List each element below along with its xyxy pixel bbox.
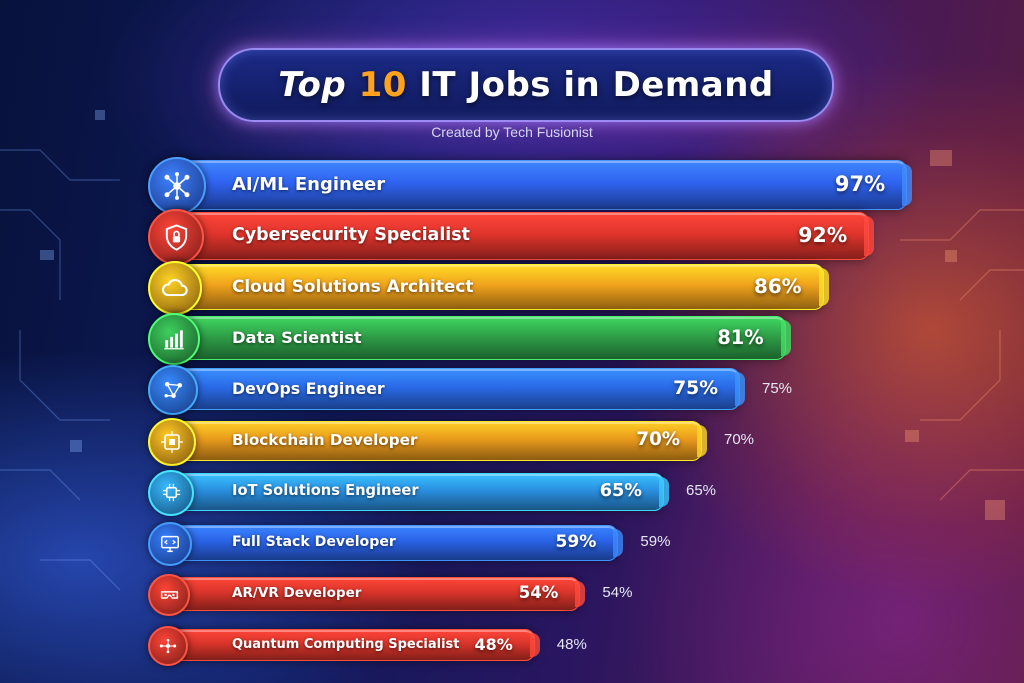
value-label: 75%: [673, 377, 718, 399]
title-suffix: IT Jobs in Demand: [419, 65, 774, 105]
category-label: Quantum Computing Specialist: [232, 636, 460, 652]
chart-subtitle: Created by Tech Fusionist: [431, 124, 593, 140]
value-label: 59%: [555, 531, 597, 552]
bar-cap: [575, 580, 586, 607]
category-label: Blockchain Developer: [232, 430, 418, 449]
bar-cap: [735, 372, 745, 407]
network-nodes-icon: [148, 365, 198, 416]
bar-row: Blockchain Developer 70% 70%: [138, 417, 870, 466]
monitor-code-icon: [148, 521, 192, 566]
category-label: Cybersecurity Specialist: [232, 225, 470, 246]
bar-cap: [818, 268, 829, 307]
bar-cap: [613, 528, 624, 557]
outside-value-label: 65%: [686, 482, 717, 500]
value-label: 92%: [798, 223, 848, 248]
bar-cap: [697, 424, 707, 457]
bar-cap: [780, 320, 791, 357]
category-label: AR/VR Developer: [232, 584, 362, 601]
category-label: IoT Solutions Engineer: [232, 482, 419, 500]
quantum-molecule-icon: [148, 626, 188, 666]
bar-row: Quantum Computing Specialist 48% 48%: [138, 626, 703, 666]
bar-row: AI/ML Engineer 97%: [138, 157, 1024, 215]
title-banner: Top 10 IT Jobs in Demand: [218, 48, 834, 122]
bar-row: Full Stack Developer 59% 59%: [138, 521, 786, 566]
bar: [168, 472, 669, 511]
bar-row: DevOps Engineer 75% 75%: [138, 365, 908, 416]
bar: [168, 160, 913, 210]
value-label: 86%: [754, 274, 802, 298]
bar-chart-icon: [148, 313, 200, 366]
bar-cap: [659, 476, 669, 507]
title-number: 10: [358, 65, 407, 105]
bar-row: Data Scientist 81%: [138, 313, 954, 366]
bar: [168, 629, 540, 661]
category-label: Cloud Solutions Architect: [232, 276, 474, 297]
bar-cap: [902, 164, 913, 206]
outside-value-label: 54%: [602, 584, 633, 602]
category-label: Full Stack Developer: [232, 533, 396, 550]
bar: [168, 212, 875, 261]
value-label: 70%: [636, 429, 680, 451]
bar-row: Cloud Solutions Architect 86%: [138, 261, 992, 316]
outside-value-label: 70%: [724, 431, 755, 449]
bar-row: AR/VR Developer 54% 54%: [138, 573, 748, 616]
category-label: Data Scientist: [232, 327, 362, 347]
bar-cap: [529, 633, 540, 657]
blockchain-block-icon: [148, 417, 196, 466]
shield-lock-icon: [148, 209, 204, 266]
bar: [168, 264, 829, 311]
value-label: 54%: [518, 583, 559, 603]
bar: [168, 576, 586, 611]
cloud-icon: [148, 261, 202, 316]
neural-network-icon: [148, 157, 206, 215]
bar-row: IoT Solutions Engineer 65% 65%: [138, 469, 832, 516]
bar: [168, 316, 791, 361]
category-label: AI/ML Engineer: [232, 173, 386, 195]
title-prefix: Top: [278, 65, 347, 105]
value-label: 81%: [717, 325, 764, 349]
bar: [168, 368, 745, 411]
bar-cap: [864, 216, 875, 257]
value-label: 97%: [834, 172, 886, 196]
bar: [168, 420, 707, 461]
bar: [168, 524, 624, 561]
chart-title: Top 10 IT Jobs in Demand: [278, 65, 774, 105]
value-label: 65%: [599, 480, 642, 501]
outside-value-label: 75%: [762, 379, 793, 397]
outside-value-label: 59%: [640, 533, 671, 551]
outside-value-label: 48%: [556, 635, 587, 653]
vr-headset-icon: [148, 573, 190, 616]
category-label: DevOps Engineer: [232, 378, 385, 398]
circuit-chip-icon: [148, 469, 194, 516]
value-label: 48%: [474, 634, 513, 654]
bar-row: Cybersecurity Specialist 92%: [138, 209, 1024, 266]
